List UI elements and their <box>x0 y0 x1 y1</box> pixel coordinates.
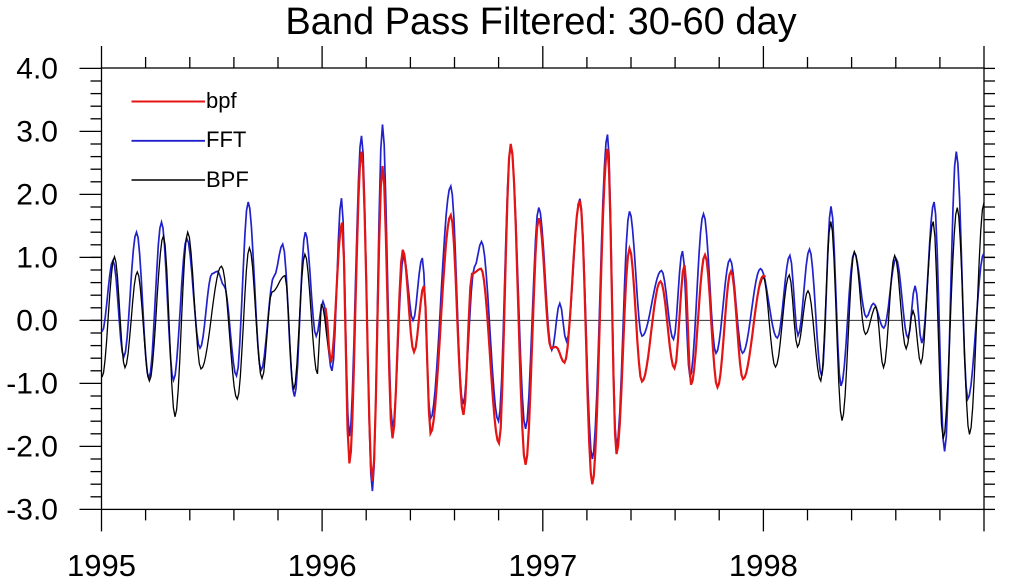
svg-text:4.0: 4.0 <box>16 52 58 85</box>
svg-text:FFT: FFT <box>206 127 246 152</box>
svg-text:Band Pass Filtered: 30-60 day: Band Pass Filtered: 30-60 day <box>285 1 796 43</box>
svg-text:BPF: BPF <box>206 167 249 192</box>
svg-text:1998: 1998 <box>729 548 798 583</box>
svg-text:2.0: 2.0 <box>16 178 58 211</box>
svg-text:-2.0: -2.0 <box>6 430 58 463</box>
svg-text:1995: 1995 <box>67 548 136 583</box>
svg-text:1996: 1996 <box>288 548 357 583</box>
svg-text:-1.0: -1.0 <box>6 367 58 400</box>
svg-text:1.0: 1.0 <box>16 241 58 274</box>
svg-text:1997: 1997 <box>508 548 577 583</box>
svg-text:-3.0: -3.0 <box>6 493 58 526</box>
svg-text:0.0: 0.0 <box>16 304 58 337</box>
svg-text:bpf: bpf <box>206 88 237 113</box>
svg-text:3.0: 3.0 <box>16 115 58 148</box>
